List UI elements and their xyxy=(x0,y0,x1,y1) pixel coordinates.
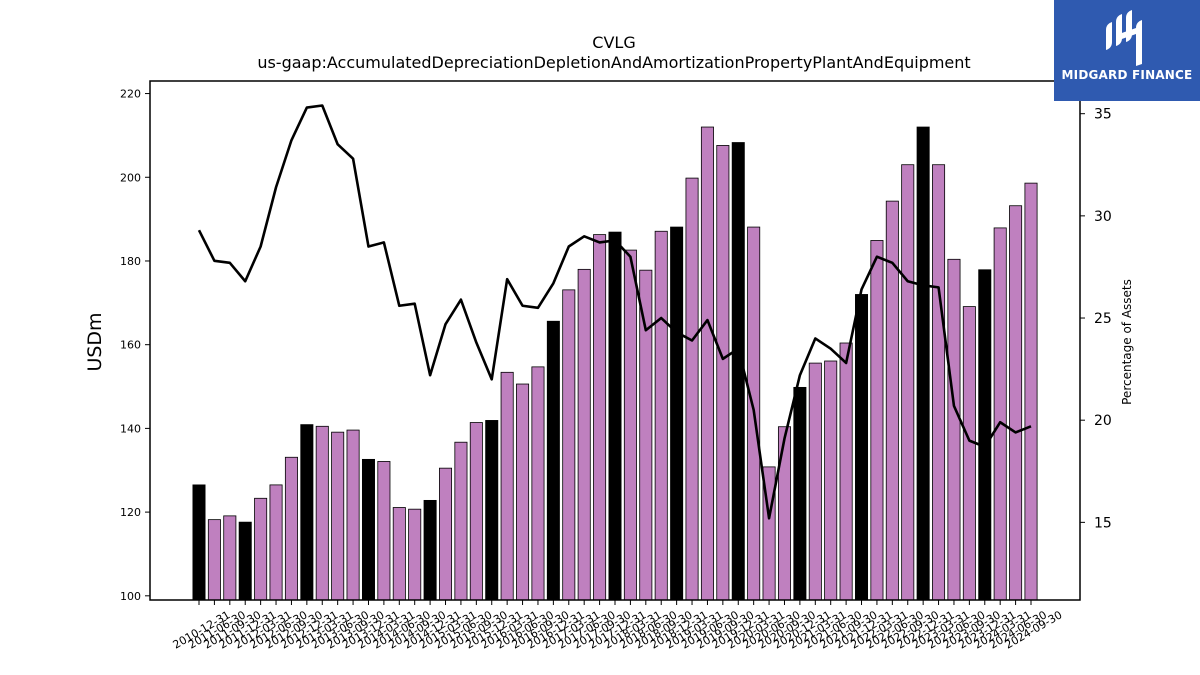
bar xyxy=(392,507,406,601)
bar xyxy=(824,360,838,601)
bar xyxy=(654,230,668,601)
bar xyxy=(346,429,360,601)
y-tick-label: 120 xyxy=(120,506,141,519)
bar xyxy=(700,126,714,601)
bar xyxy=(932,164,946,601)
bar xyxy=(269,484,283,601)
bar xyxy=(300,424,314,601)
y-tick-label: 220 xyxy=(120,88,141,101)
bar xyxy=(993,227,1007,601)
bar xyxy=(192,484,206,601)
bar xyxy=(855,294,869,601)
bar xyxy=(331,431,345,601)
bar xyxy=(793,386,807,601)
bar xyxy=(1024,182,1038,601)
midgard-logo-icon xyxy=(1106,10,1142,66)
y2-tick-label: 35 xyxy=(1094,107,1112,123)
bar xyxy=(593,234,607,601)
bar xyxy=(608,231,622,601)
bar xyxy=(546,320,560,601)
y-tick-label: 100 xyxy=(120,590,141,603)
bar xyxy=(531,366,545,601)
bar xyxy=(223,515,237,601)
y2-tick-label: 30 xyxy=(1094,209,1112,225)
bars-layer xyxy=(192,126,1038,601)
bar xyxy=(377,461,391,601)
bar xyxy=(577,268,591,601)
bar xyxy=(469,422,483,601)
bar xyxy=(439,467,453,601)
y-tick-label: 180 xyxy=(120,255,141,268)
bar xyxy=(500,371,514,601)
bar xyxy=(562,289,576,601)
bar xyxy=(962,306,976,601)
bar xyxy=(808,362,822,601)
bar xyxy=(901,164,915,601)
chart-subtitle: us-gaap:AccumulatedDepreciationDepletion… xyxy=(257,53,970,72)
y-axis-label: USDm xyxy=(84,312,106,371)
y2-axis-label: Percentage of Assets xyxy=(1120,279,1134,405)
y-tick-label: 160 xyxy=(120,339,141,352)
bar xyxy=(254,497,268,601)
y2-tick-label: 15 xyxy=(1094,515,1112,531)
bar xyxy=(731,142,745,601)
bar xyxy=(454,441,468,601)
bar xyxy=(777,426,791,601)
bar xyxy=(207,519,221,601)
bar xyxy=(870,240,884,601)
bar xyxy=(623,249,637,601)
bar xyxy=(916,126,930,601)
bar xyxy=(485,420,499,601)
bar xyxy=(839,342,853,601)
y2-tick-label: 20 xyxy=(1094,413,1112,429)
y-tick-label: 200 xyxy=(120,171,141,184)
bar xyxy=(284,456,298,601)
y-axis-left: 100 120 140 160 180 200 220 xyxy=(120,88,150,603)
bar xyxy=(408,508,422,601)
bar xyxy=(716,145,730,601)
bar xyxy=(978,269,992,601)
logo: MIDGARD FINANCE xyxy=(1054,0,1200,101)
bar xyxy=(639,269,653,601)
bar xyxy=(238,521,252,601)
bar xyxy=(947,258,961,601)
percentage-line xyxy=(197,104,1032,520)
y-axis-right: 15 20 25 30 35 xyxy=(1080,107,1112,531)
bar xyxy=(423,499,437,601)
bar xyxy=(516,383,530,601)
bar xyxy=(361,458,375,601)
bar xyxy=(315,425,329,601)
bar xyxy=(685,177,699,601)
line-layer xyxy=(197,104,1032,520)
y2-tick-label: 25 xyxy=(1094,311,1112,327)
logo-text: MIDGARD FINANCE xyxy=(1061,68,1193,82)
bar xyxy=(1009,205,1023,601)
x-axis: 2010-12-312011-06-302011-09-302011-12-31… xyxy=(171,600,1065,652)
chart-title: CVLG xyxy=(592,33,635,52)
y-tick-label: 140 xyxy=(120,422,141,435)
bar xyxy=(670,226,684,601)
